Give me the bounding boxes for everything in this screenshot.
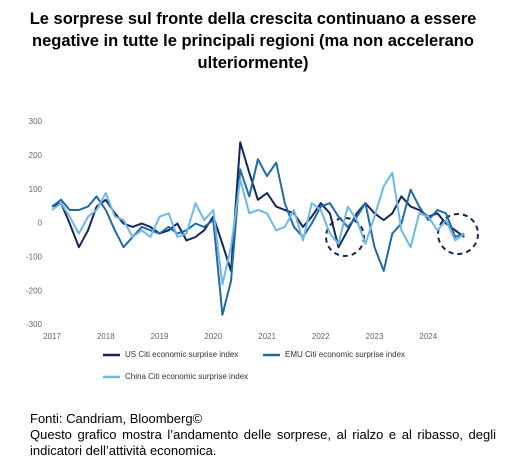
x-tick-label: 2022 (312, 332, 330, 341)
y-tick-label: 300 (29, 117, 43, 126)
footer: Fonti: Candriam, Bloomberg© Questo grafi… (30, 411, 496, 459)
x-tick-label: 2019 (151, 332, 169, 341)
legend-label: China Citi economic surprise index (125, 372, 248, 381)
x-tick-label: 2018 (97, 332, 115, 341)
y-tick-label: 100 (29, 185, 43, 194)
series-line (51, 158, 465, 316)
chart: -300 -200 -100 0 100 200 300 2017 2018 2019 2020 20… (26, 117, 479, 381)
x-tick-label: 2023 (366, 332, 384, 341)
highlight-circle (437, 213, 479, 255)
x-tick-label: 2017 (43, 332, 61, 341)
y-tick-label: -300 (26, 320, 43, 329)
highlight-circle (325, 217, 365, 257)
y-tick-label: -200 (26, 286, 43, 295)
x-tick-label: 2020 (204, 332, 222, 341)
x-tick-label: 2021 (258, 332, 276, 341)
y-tick-label: 0 (38, 219, 43, 228)
series-line (51, 141, 465, 272)
chart-title: Le sorprese sul fronte della crescita co… (29, 10, 477, 72)
legend-label: EMU Citi economic surprise index (285, 350, 405, 359)
y-tick-label: 200 (29, 151, 43, 160)
y-tick-label: -100 (26, 252, 43, 261)
x-tick-label: 2024 (419, 332, 437, 341)
source: Fonti: Candriam, Bloomberg© (30, 411, 203, 426)
series-line (51, 171, 465, 286)
legend-label: US Citi economic surprise index (125, 350, 238, 359)
note: Questo grafico mostra l’andamento delle … (30, 427, 496, 458)
